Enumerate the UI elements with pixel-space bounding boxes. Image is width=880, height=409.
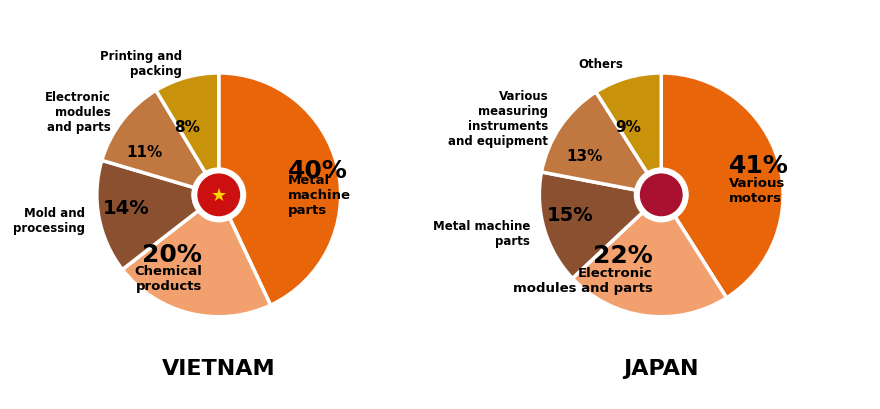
Text: 9%: 9%: [616, 120, 642, 135]
Wedge shape: [572, 196, 727, 317]
Wedge shape: [219, 74, 341, 306]
Text: Printing and
packing: Printing and packing: [100, 50, 182, 78]
Wedge shape: [102, 91, 219, 196]
Text: 15%: 15%: [546, 206, 593, 225]
Text: JAPAN: JAPAN: [624, 358, 699, 378]
Text: 14%: 14%: [102, 199, 150, 218]
Text: Electronic
modules
and parts: Electronic modules and parts: [45, 90, 111, 133]
Text: 20%: 20%: [143, 242, 202, 266]
Wedge shape: [122, 196, 270, 317]
Wedge shape: [156, 74, 219, 196]
Text: 40%: 40%: [288, 158, 348, 182]
Text: 22%: 22%: [592, 244, 652, 267]
Text: 41%: 41%: [730, 154, 789, 178]
Wedge shape: [596, 74, 661, 196]
Text: Various
measuring
instruments
and equipment: Various measuring instruments and equipm…: [448, 90, 548, 148]
Text: Chemical
products: Chemical products: [135, 265, 202, 292]
Text: 13%: 13%: [567, 148, 603, 163]
Text: 8%: 8%: [174, 120, 200, 135]
Text: 11%: 11%: [127, 145, 163, 160]
Text: Various
motors: Various motors: [730, 176, 786, 204]
Text: Mold and
processing: Mold and processing: [12, 207, 84, 234]
Circle shape: [192, 169, 246, 222]
Text: Metal machine
parts: Metal machine parts: [433, 219, 530, 247]
Text: Others: Others: [578, 58, 623, 71]
Circle shape: [634, 169, 688, 222]
Text: VIETNAM: VIETNAM: [162, 358, 275, 378]
Text: ★: ★: [210, 187, 227, 204]
Text: Metal
machine
parts: Metal machine parts: [288, 173, 351, 216]
Wedge shape: [661, 74, 783, 298]
Text: Electronic
modules and parts: Electronic modules and parts: [512, 266, 652, 294]
Wedge shape: [541, 93, 661, 196]
Wedge shape: [539, 173, 661, 279]
Circle shape: [641, 175, 682, 216]
Wedge shape: [97, 161, 219, 270]
Circle shape: [198, 175, 239, 216]
